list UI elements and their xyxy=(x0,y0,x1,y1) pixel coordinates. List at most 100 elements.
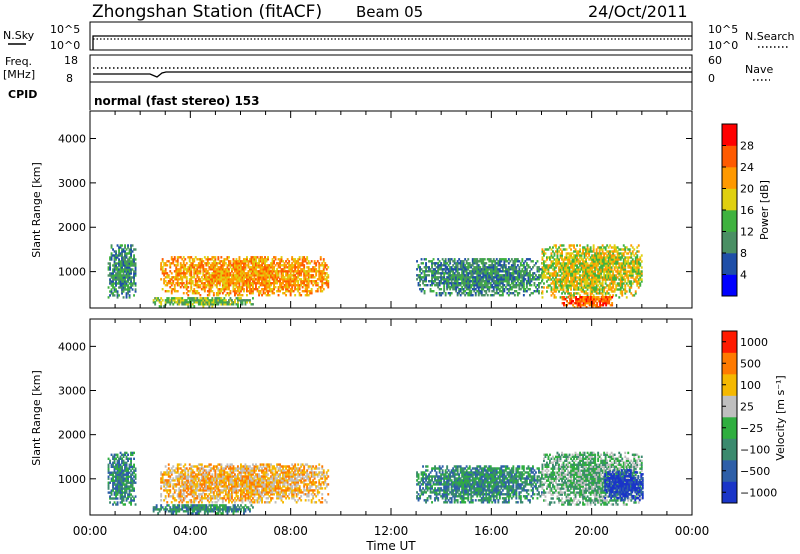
echo-cell xyxy=(237,278,239,281)
echo-cell xyxy=(610,256,613,259)
echo-cell xyxy=(541,276,544,279)
echo-cell xyxy=(238,256,241,259)
echo-cell xyxy=(598,246,601,249)
echo-cell xyxy=(223,270,226,273)
echo-cell xyxy=(506,278,509,281)
echo-cell xyxy=(480,272,483,275)
echo-cell xyxy=(246,264,248,267)
echo-cell xyxy=(173,499,176,502)
echo-cell xyxy=(525,290,528,293)
echo-cell xyxy=(125,487,128,490)
echo-cell xyxy=(124,256,126,259)
echo-cell xyxy=(125,284,128,287)
echo-cell xyxy=(173,288,176,291)
echo-cell xyxy=(574,284,577,287)
echo-cell xyxy=(282,288,284,291)
echo-cell xyxy=(196,264,199,267)
echo-cell xyxy=(182,493,185,496)
echo-cell xyxy=(215,303,218,306)
echo-cell xyxy=(473,268,476,271)
echo-cell xyxy=(306,258,309,261)
echo-cell xyxy=(568,262,571,265)
echo-cell xyxy=(294,274,297,277)
echo-cell xyxy=(179,485,182,488)
echo-cell xyxy=(541,248,544,251)
echo-cell xyxy=(634,256,637,259)
echo-cell xyxy=(191,303,194,306)
echo-cell xyxy=(199,303,202,306)
echo-cell xyxy=(474,268,477,271)
echo-cell xyxy=(223,264,226,267)
echo-cell xyxy=(130,250,132,253)
echo-cell xyxy=(115,473,117,476)
echo-cell xyxy=(604,274,607,277)
echo-cell xyxy=(327,274,330,277)
echo-cell xyxy=(115,278,117,281)
echo-cell xyxy=(252,280,254,283)
echo-cell xyxy=(637,264,640,267)
echo-cell xyxy=(169,262,172,265)
echo-cell xyxy=(163,481,166,484)
echo-cell xyxy=(636,262,639,265)
echo-cell xyxy=(173,479,176,482)
echo-cell xyxy=(541,250,544,253)
echo-cell xyxy=(128,481,131,484)
echo-cell xyxy=(556,288,559,291)
echo-cell xyxy=(265,272,268,275)
echo-cell xyxy=(279,270,281,273)
echo-cell xyxy=(264,256,266,259)
echo-cell xyxy=(615,262,618,265)
echo-cell xyxy=(416,278,418,281)
echo-cell xyxy=(474,258,477,261)
echo-cell xyxy=(232,301,235,304)
echo-cell xyxy=(444,266,447,269)
echo-cell xyxy=(559,270,562,273)
echo-cell xyxy=(624,256,627,259)
echo-cell xyxy=(428,260,430,263)
echo-cell xyxy=(619,266,622,269)
echo-cell xyxy=(600,276,603,279)
echo-cell xyxy=(576,260,578,263)
echo-cell xyxy=(121,290,123,293)
echo-cell xyxy=(503,284,506,287)
echo-cell xyxy=(519,288,522,291)
echo-cell xyxy=(586,294,589,297)
echo-cell xyxy=(203,286,206,289)
echo-cell xyxy=(593,296,596,299)
echo-cell xyxy=(118,268,120,271)
echo-cell xyxy=(610,288,613,291)
echo-cell xyxy=(304,270,307,273)
echo-cell xyxy=(449,292,452,295)
echo-cell xyxy=(633,278,636,281)
echo-cell xyxy=(265,264,268,267)
echo-cell xyxy=(582,280,584,283)
echo-cell xyxy=(423,292,426,295)
echo-cell xyxy=(188,487,191,490)
echo-cell xyxy=(598,276,601,279)
echo-cell xyxy=(519,272,522,275)
echo-cell xyxy=(489,266,492,269)
echo-cell xyxy=(221,268,224,271)
echo-cell xyxy=(124,268,126,271)
echo-cell xyxy=(624,286,627,289)
echo-cell xyxy=(241,268,244,271)
echo-cell xyxy=(597,252,600,255)
echo-cell xyxy=(564,258,566,261)
echo-cell xyxy=(425,268,427,271)
echo-cell xyxy=(470,264,473,267)
echo-cell xyxy=(577,260,580,263)
echo-cell xyxy=(491,278,494,281)
echo-cell xyxy=(253,276,256,279)
echo-cell xyxy=(289,290,292,293)
echo-cell xyxy=(310,282,313,285)
echo-cell xyxy=(318,278,321,281)
echo-cell xyxy=(220,268,223,271)
echo-cell xyxy=(109,471,111,474)
echo-cell xyxy=(616,260,619,263)
echo-cell xyxy=(185,477,188,480)
echo-cell xyxy=(515,282,518,285)
echo-cell xyxy=(628,270,631,273)
echo-cell xyxy=(121,493,123,496)
echo-cell xyxy=(113,467,116,470)
echo-cell xyxy=(486,294,489,297)
